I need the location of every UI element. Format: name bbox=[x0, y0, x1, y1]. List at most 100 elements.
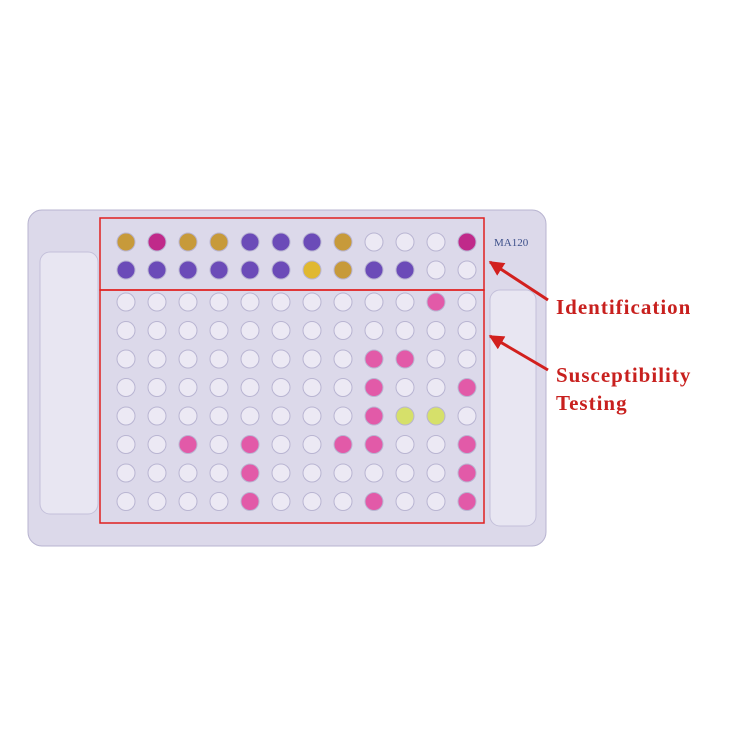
well bbox=[364, 378, 384, 397]
well bbox=[209, 378, 229, 397]
well bbox=[240, 378, 260, 397]
well bbox=[240, 435, 260, 454]
well bbox=[364, 321, 384, 340]
well bbox=[333, 321, 353, 340]
well bbox=[302, 349, 322, 369]
susceptibility-box bbox=[99, 289, 485, 524]
well bbox=[302, 406, 322, 426]
well bbox=[395, 492, 415, 511]
well bbox=[302, 463, 322, 483]
well bbox=[271, 260, 291, 280]
well bbox=[364, 232, 384, 252]
well bbox=[333, 292, 353, 312]
well bbox=[395, 292, 415, 312]
well bbox=[395, 321, 415, 340]
well bbox=[147, 435, 167, 454]
well bbox=[457, 349, 477, 369]
well bbox=[116, 492, 136, 511]
well bbox=[209, 406, 229, 426]
well bbox=[302, 232, 322, 252]
well bbox=[147, 492, 167, 511]
well bbox=[457, 435, 477, 454]
well bbox=[178, 463, 198, 483]
well bbox=[240, 260, 260, 280]
wells bbox=[116, 232, 477, 511]
well bbox=[178, 349, 198, 369]
well bbox=[116, 292, 136, 312]
well bbox=[209, 349, 229, 369]
well bbox=[240, 406, 260, 426]
well bbox=[116, 406, 136, 426]
well bbox=[333, 260, 353, 280]
well bbox=[178, 292, 198, 312]
well bbox=[178, 378, 198, 397]
well bbox=[209, 232, 229, 252]
well bbox=[333, 378, 353, 397]
well bbox=[457, 321, 477, 340]
well bbox=[395, 435, 415, 454]
well bbox=[178, 321, 198, 340]
well bbox=[209, 463, 229, 483]
well bbox=[209, 321, 229, 340]
well bbox=[426, 349, 446, 369]
left-trough bbox=[39, 251, 99, 515]
well bbox=[240, 321, 260, 340]
well bbox=[271, 349, 291, 369]
well bbox=[302, 435, 322, 454]
well bbox=[240, 492, 260, 511]
well bbox=[395, 463, 415, 483]
well bbox=[302, 292, 322, 312]
well bbox=[457, 378, 477, 397]
well bbox=[209, 492, 229, 511]
well bbox=[333, 463, 353, 483]
well bbox=[333, 406, 353, 426]
well bbox=[178, 406, 198, 426]
well bbox=[271, 435, 291, 454]
well bbox=[178, 492, 198, 511]
well bbox=[271, 378, 291, 397]
well bbox=[302, 492, 322, 511]
well bbox=[302, 321, 322, 340]
well bbox=[116, 232, 136, 252]
well bbox=[333, 349, 353, 369]
arrow-susceptibility bbox=[488, 334, 549, 372]
well bbox=[271, 463, 291, 483]
well bbox=[116, 321, 136, 340]
identification-label: Identification bbox=[556, 295, 691, 319]
well bbox=[364, 260, 384, 280]
well bbox=[457, 463, 477, 483]
well bbox=[395, 378, 415, 397]
well bbox=[364, 406, 384, 426]
well bbox=[426, 232, 446, 252]
well bbox=[333, 492, 353, 511]
well bbox=[364, 349, 384, 369]
well bbox=[116, 463, 136, 483]
well bbox=[271, 321, 291, 340]
well bbox=[271, 292, 291, 312]
well bbox=[147, 463, 167, 483]
well bbox=[457, 292, 477, 312]
well bbox=[147, 232, 167, 252]
susceptibility-label: Susceptibility bbox=[556, 363, 691, 387]
well bbox=[364, 292, 384, 312]
well bbox=[240, 232, 260, 252]
well bbox=[302, 260, 322, 280]
well bbox=[271, 492, 291, 511]
well bbox=[147, 292, 167, 312]
well bbox=[426, 435, 446, 454]
well bbox=[147, 321, 167, 340]
well bbox=[457, 260, 477, 280]
well bbox=[209, 292, 229, 312]
well bbox=[116, 260, 136, 280]
well bbox=[426, 321, 446, 340]
plate-model: MA120 bbox=[494, 237, 529, 249]
well bbox=[426, 492, 446, 511]
well bbox=[426, 406, 446, 426]
well bbox=[116, 378, 136, 397]
well bbox=[457, 492, 477, 511]
well bbox=[395, 260, 415, 280]
well bbox=[240, 292, 260, 312]
well bbox=[147, 349, 167, 369]
well bbox=[457, 232, 477, 252]
